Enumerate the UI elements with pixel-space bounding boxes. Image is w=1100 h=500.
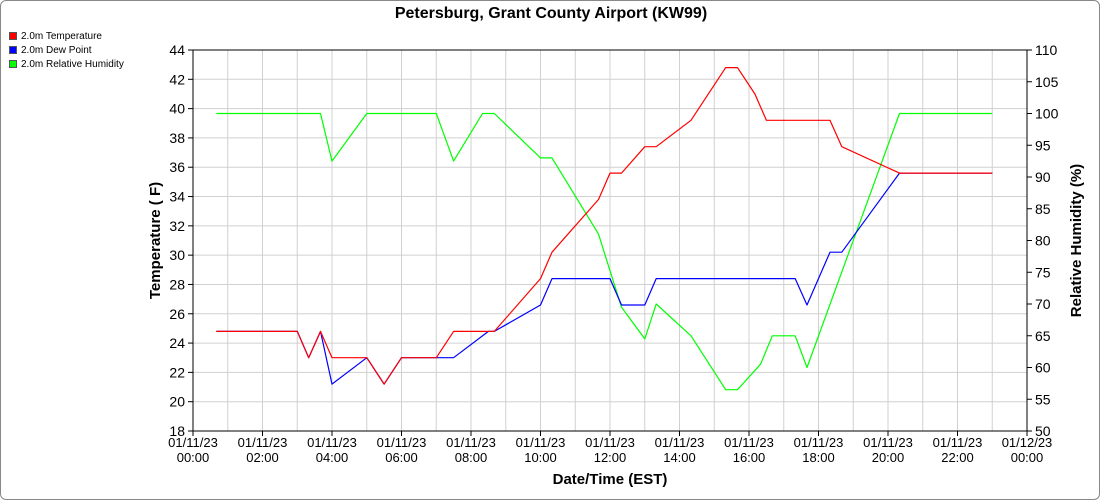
y2-tick-label: 95 [1035,137,1051,153]
y-tick-label: 30 [169,247,185,263]
x-tick-label-date: 01/11/23 [933,435,983,450]
legend-item-temperature: 2.0m Temperature [9,29,124,43]
x-tick-label-time: 22:00 [941,450,974,465]
x-tick-label-date: 01/11/23 [238,435,288,450]
x-tick-label-time: 04:00 [316,450,349,465]
y2-tick-label: 75 [1035,264,1051,280]
y2-tick-label: 60 [1035,360,1051,376]
x-tick-label-date: 01/12/23 [1002,435,1053,450]
x-tick-label-date: 01/11/23 [585,435,635,450]
x-tick-label-date: 01/11/23 [377,435,427,450]
x-tick-label-date: 01/11/23 [863,435,913,450]
x-tick-label-time: 00:00 [1011,450,1044,465]
x-tick-label-date: 01/11/23 [794,435,844,450]
y2-tick-label: 85 [1035,201,1051,217]
y-tick-label: 42 [169,71,185,87]
x-tick-label-time: 06:00 [385,450,418,465]
x-tick-label-time: 14:00 [663,450,696,465]
y2-axis-title: Relative Humidity (%) [1068,164,1085,317]
y-tick-label: 24 [169,335,185,351]
y-tick-label: 34 [169,189,185,205]
x-tick-label-time: 10:00 [524,450,557,465]
legend-label-humidity: 2.0m Relative Humidity [21,58,124,70]
x-tick-label-date: 01/11/23 [655,435,705,450]
y-axis-title: Temperature ( F) [147,182,164,299]
x-tick-label-date: 01/11/23 [168,435,218,450]
y2-tick-label: 110 [1035,42,1058,58]
legend-label-temperature: 2.0m Temperature [21,30,102,42]
x-tick-label-date: 01/11/23 [724,435,774,450]
chart-legend: 2.0m Temperature 2.0m Dew Point 2.0m Rel… [9,29,124,71]
x-tick-label-time: 08:00 [455,450,488,465]
legend-item-humidity: 2.0m Relative Humidity [9,57,124,71]
x-tick-label-date: 01/11/23 [516,435,566,450]
y2-tick-label: 50 [1035,423,1051,439]
y-tick-label: 40 [169,101,185,117]
x-axis-title: Date/Time (EST) [553,471,668,488]
legend-swatch-humidity [9,60,17,68]
x-tick-label-date: 01/11/23 [307,435,357,450]
y-tick-label: 26 [169,306,185,322]
x-tick-label-time: 12:00 [594,450,627,465]
series-line-temperature [216,66,993,385]
y2-tick-label: 70 [1035,296,1051,312]
y-tick-label: 38 [169,130,185,146]
legend-item-dew-point: 2.0m Dew Point [9,43,124,57]
chart-title: Petersburg, Grant County Airport (KW99) [394,5,708,22]
x-tick-label-date: 01/11/23 [446,435,496,450]
series-line-humidity [216,112,993,391]
y-tick-label: 22 [169,364,185,380]
y2-tick-label: 90 [1035,169,1051,185]
y2-tick-label: 55 [1035,391,1051,407]
y-tick-label: 32 [169,218,185,234]
x-tick-label-time: 00:00 [177,450,210,465]
x-tick-label-time: 18:00 [802,450,835,465]
y-tick-label: 36 [169,159,185,175]
y-tick-label: 44 [169,42,185,58]
x-tick-label-time: 16:00 [733,450,766,465]
y2-tick-label: 100 [1035,106,1059,122]
legend-swatch-dew-point [9,46,17,54]
legend-swatch-temperature [9,32,17,40]
y-tick-label: 20 [169,394,185,410]
y2-tick-label: 80 [1035,233,1051,249]
y-tick-label: 28 [169,276,185,292]
x-tick-label-time: 20:00 [872,450,905,465]
y-tick-label: 18 [169,423,185,439]
y2-tick-label: 105 [1035,74,1059,90]
y2-tick-label: 65 [1035,328,1051,344]
x-tick-label-time: 02:00 [246,450,279,465]
legend-label-dew-point: 2.0m Dew Point [21,44,92,56]
